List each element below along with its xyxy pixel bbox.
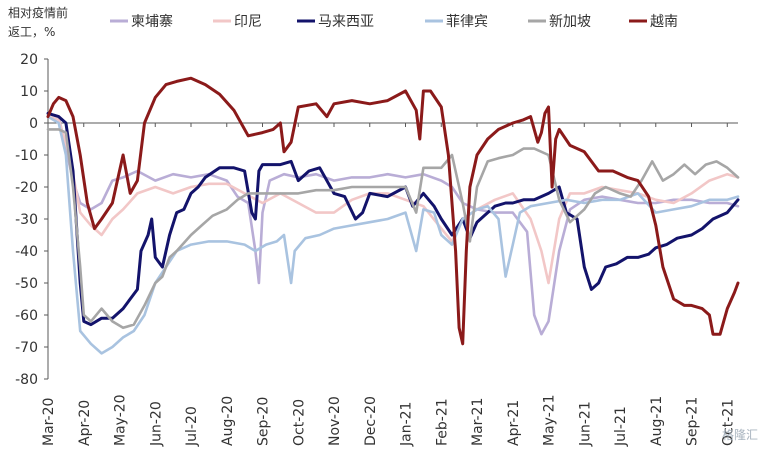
x-tick-label: Jan-21 bbox=[399, 402, 415, 447]
series-line bbox=[46, 128, 740, 330]
x-tick-label: Apr-20 bbox=[77, 400, 93, 446]
y-tick-label: -30 bbox=[15, 212, 38, 228]
y-tick-label: -60 bbox=[15, 308, 38, 324]
y-tick-label: -80 bbox=[15, 372, 38, 388]
x-tick-label: Mar-21 bbox=[470, 398, 486, 446]
x-tick-label: Dec-20 bbox=[363, 396, 379, 446]
x-tick-label: May-21 bbox=[542, 394, 558, 446]
y-tick-label: 10 bbox=[20, 84, 38, 100]
y-tick-label: -20 bbox=[15, 180, 38, 196]
y-tick-label: 20 bbox=[20, 52, 38, 68]
x-tick-label: May-20 bbox=[113, 394, 129, 446]
x-tick-label: Oct-21 bbox=[720, 399, 736, 446]
legend-label: 印尼 bbox=[234, 14, 262, 30]
series-line bbox=[46, 115, 740, 355]
x-tick-label: Jul-20 bbox=[184, 406, 200, 447]
series-line bbox=[46, 111, 740, 327]
x-tick-label: Sep-20 bbox=[256, 397, 272, 446]
x-tick-label: Oct-20 bbox=[291, 399, 307, 446]
x-tick-label: Mar-20 bbox=[41, 398, 57, 446]
y-tick-label: -40 bbox=[15, 244, 38, 260]
series-line bbox=[46, 76, 740, 346]
legend-label: 马来西亚 bbox=[318, 14, 374, 30]
legend-label: 菲律宾 bbox=[446, 14, 488, 30]
x-tick-label: Feb-21 bbox=[434, 398, 450, 446]
y-axis-label-line: 返工，% bbox=[8, 25, 55, 39]
x-tick-label: Sep-21 bbox=[685, 397, 701, 446]
y-tick-label: -50 bbox=[15, 276, 38, 292]
watermark: 格隆汇 bbox=[721, 428, 758, 442]
legend-label: 越南 bbox=[650, 14, 678, 30]
x-tick-label: Aug-21 bbox=[649, 396, 665, 446]
legend: 柬埔寨 印尼 马来西亚 菲律宾 新加坡 越南 bbox=[110, 13, 678, 30]
y-tick-label: -70 bbox=[15, 340, 38, 356]
x-tick-label: Jul-21 bbox=[613, 406, 629, 447]
x-tick-label: Jun-20 bbox=[148, 401, 164, 447]
legend-label: 柬埔寨 bbox=[131, 13, 173, 30]
y-axis: 20 10 0 -10 -20 -30 -40 -50 -60 -70 -80 bbox=[15, 52, 49, 388]
plot-area bbox=[46, 76, 740, 355]
x-axis: Mar-20 Apr-20 May-20 Jun-20 Jul-20 Aug-20 Sep-… bbox=[41, 122, 738, 447]
legend-label: 新加坡 bbox=[549, 14, 591, 30]
x-tick-label: Jun-21 bbox=[577, 401, 593, 447]
y-tick-label: 0 bbox=[29, 116, 38, 132]
x-tick-label: Apr-21 bbox=[506, 400, 522, 446]
x-tick-label: Nov-20 bbox=[327, 396, 343, 446]
x-tick-label: Aug-20 bbox=[220, 396, 236, 446]
y-axis-label-line: 相对疫情前 bbox=[8, 5, 68, 20]
y-tick-label: -10 bbox=[15, 148, 38, 164]
